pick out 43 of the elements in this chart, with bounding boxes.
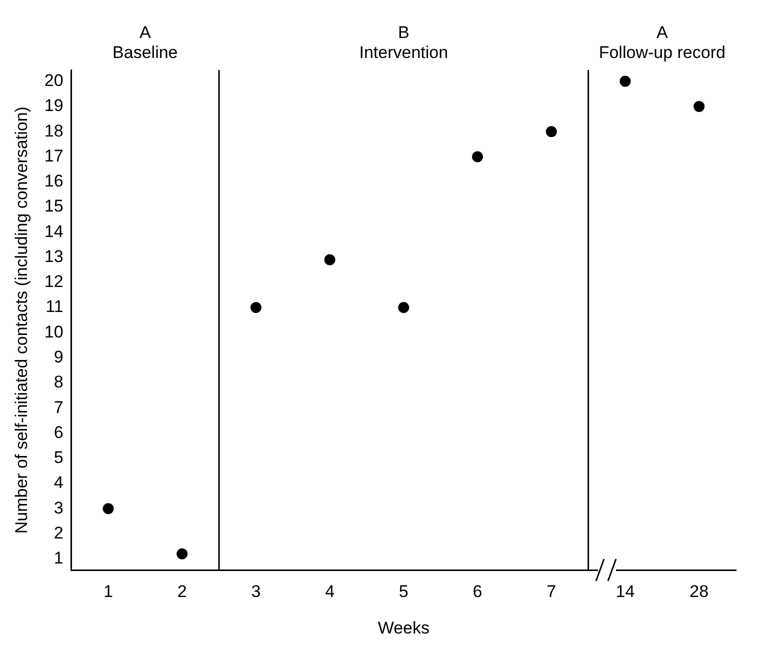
y-tick-label: 13 — [44, 246, 64, 266]
y-tick-label: 1 — [54, 548, 64, 568]
point — [694, 100, 705, 112]
y-tick-label: 9 — [54, 347, 64, 366]
x-tick-label: 7 — [546, 582, 556, 602]
point — [324, 254, 336, 266]
x-axis-title: Weeks — [378, 618, 430, 638]
x-tick-label: 4 — [325, 582, 335, 602]
y-axis-title: Number of self-initiated contacts (including conversation) — [12, 106, 31, 534]
y-tick-label: 5 — [54, 448, 64, 468]
point — [620, 76, 631, 87]
x-tick-label: 28 — [690, 582, 709, 602]
y-tick-label: 12 — [44, 272, 64, 292]
y-tick-label: 3 — [54, 498, 64, 518]
x-tick-label: 5 — [398, 582, 408, 602]
text: B Intervention — [359, 23, 448, 62]
text: A Baseline — [112, 23, 178, 62]
y-tick-label: 14 — [44, 222, 64, 241]
x-tick-label: 3 — [251, 582, 261, 602]
y-tick-label: 15 — [44, 196, 64, 216]
y-tick-label: 2 — [54, 523, 64, 542]
x-tick-label: 14 — [616, 582, 635, 602]
y-tick-label: 11 — [46, 297, 64, 316]
y-tick-label: 8 — [54, 372, 64, 392]
point — [546, 126, 557, 138]
point — [472, 151, 484, 162]
y-tick-label: 19 — [44, 96, 64, 116]
x-tick-label: 1 — [104, 582, 113, 602]
point — [250, 302, 262, 314]
y-tick-label: 6 — [54, 422, 64, 442]
y-tick-label: 7 — [54, 398, 64, 417]
y-tick-label: 4 — [54, 473, 64, 492]
y-tick-label: 10 — [44, 322, 64, 342]
point — [398, 302, 410, 314]
x-tick-label: 6 — [472, 582, 482, 602]
text: A Follow-up record — [598, 23, 726, 62]
y-tick-label: 17 — [44, 146, 64, 166]
y-tick-label: 20 — [44, 71, 64, 90]
x-tick-label: 2 — [177, 582, 187, 602]
point — [176, 548, 188, 560]
y-tick-label: 16 — [44, 172, 64, 191]
y-tick-label: 18 — [44, 121, 64, 140]
point — [102, 503, 114, 514]
